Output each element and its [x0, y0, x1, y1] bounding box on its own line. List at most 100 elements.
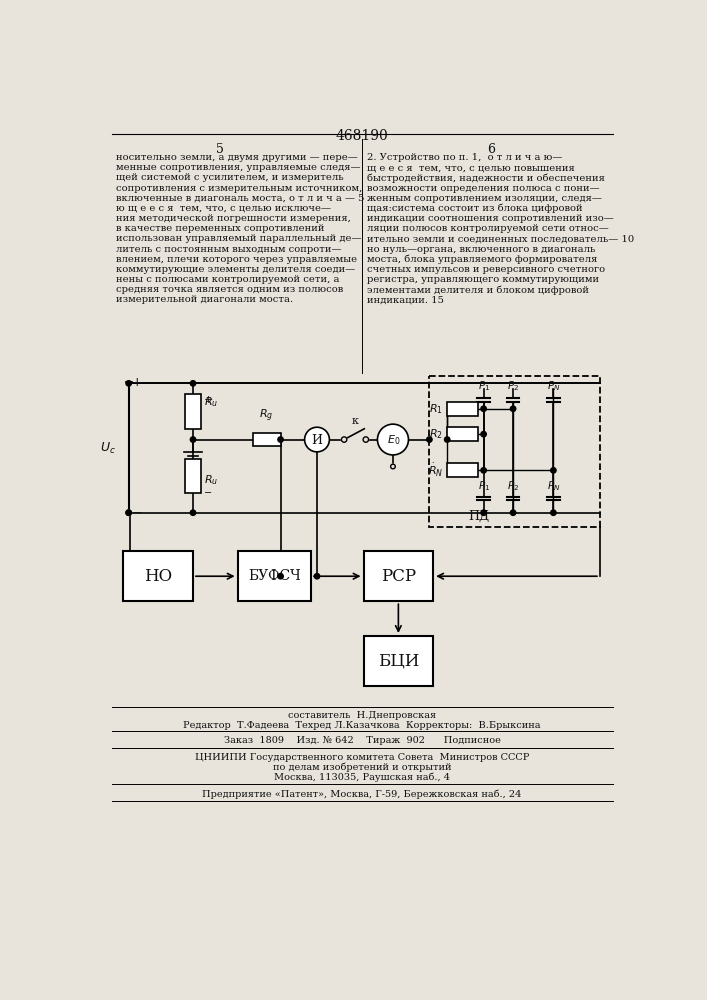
Text: $P_N$: $P_N$ — [547, 379, 560, 393]
Text: измерительной диагонали моста.: измерительной диагонали моста. — [116, 295, 293, 304]
Text: И: И — [312, 434, 322, 447]
Circle shape — [481, 468, 486, 473]
Circle shape — [315, 574, 320, 579]
Bar — [363, 636, 433, 686]
Circle shape — [445, 437, 450, 442]
Text: индикации соотношения сопротивлений изо—: индикации соотношения сопротивлений изо— — [368, 214, 614, 223]
Text: БЦИ: БЦИ — [378, 652, 419, 669]
Text: $P_2$: $P_2$ — [507, 480, 519, 493]
Text: литель с постоянным выходным сопроти—: литель с постоянным выходным сопроти— — [116, 245, 341, 254]
Circle shape — [126, 381, 132, 386]
Circle shape — [190, 381, 196, 386]
Text: элементами делителя и блоком цифровой: элементами делителя и блоком цифровой — [368, 285, 590, 295]
Text: $R_u$: $R_u$ — [204, 473, 218, 487]
Text: 2. Устройство по п. 1,  о т л и ч а ю—: 2. Устройство по п. 1, о т л и ч а ю— — [368, 153, 563, 162]
Bar — [123, 551, 193, 601]
Circle shape — [305, 427, 329, 452]
Text: $\dot{R}_N$: $\dot{R}_N$ — [428, 462, 443, 479]
Text: щ е е с я  тем, что, с целью повышения: щ е е с я тем, что, с целью повышения — [368, 163, 575, 172]
Circle shape — [378, 424, 409, 455]
Text: НО: НО — [144, 568, 173, 585]
Circle shape — [126, 510, 132, 515]
Bar — [185, 394, 201, 429]
Circle shape — [126, 510, 132, 515]
Text: ЦНИИПИ Государственного комитета Совета  Министров СССР: ЦНИИПИ Государственного комитета Совета … — [194, 753, 529, 762]
Bar — [238, 551, 311, 601]
Text: $P_1$: $P_1$ — [477, 480, 490, 493]
Text: Заказ  1809    Изд. № 642    Тираж  902      Подписное: Заказ 1809 Изд. № 642 Тираж 902 Подписно… — [223, 736, 501, 745]
Text: $R_u$: $R_u$ — [204, 395, 218, 409]
Circle shape — [551, 510, 556, 515]
Text: ляции полюсов контролируемой сети относ—: ляции полюсов контролируемой сети относ— — [368, 224, 609, 233]
Text: +: + — [132, 376, 142, 389]
Text: счетных импульсов и реверсивного счетного: счетных импульсов и реверсивного счетног… — [368, 265, 605, 274]
Text: БУФСЧ: БУФСЧ — [248, 569, 300, 583]
Text: Предприятие «Патент», Москва, Г-59, Бережковская наб., 24: Предприятие «Патент», Москва, Г-59, Бере… — [202, 789, 522, 799]
Text: регистра, управляющего коммутирующими: регистра, управляющего коммутирующими — [368, 275, 600, 284]
Text: быстродействия, надежности и обеспечения: быстродействия, надежности и обеспечения — [368, 173, 605, 183]
Circle shape — [363, 437, 368, 442]
Text: ния методической погрешности измерения,: ния методической погрешности измерения, — [116, 214, 351, 223]
Text: коммутирующие элементы делителя соеди—: коммутирующие элементы делителя соеди— — [116, 265, 356, 274]
Text: 5: 5 — [216, 143, 224, 156]
Text: нены с полюсами контролируемой сети, а: нены с полюсами контролируемой сети, а — [116, 275, 340, 284]
Bar — [185, 459, 201, 493]
Text: включенные в диагональ моста, о т л и ч а — 5: включенные в диагональ моста, о т л и ч … — [116, 194, 365, 203]
Circle shape — [278, 437, 284, 442]
Text: Москва, 113035, Раушская наб., 4: Москва, 113035, Раушская наб., 4 — [274, 773, 450, 782]
Circle shape — [510, 406, 516, 411]
Text: $U_c$: $U_c$ — [100, 440, 116, 456]
Text: возможности определения полюса с пони—: возможности определения полюса с пони— — [368, 184, 600, 193]
Text: 468190: 468190 — [336, 129, 388, 143]
Text: $P_2$: $P_2$ — [507, 379, 519, 393]
Text: но нуль—органа, включенного в диагональ: но нуль—органа, включенного в диагональ — [368, 245, 596, 254]
Text: щая:система состоит из блока цифровой: щая:система состоит из блока цифровой — [368, 204, 583, 213]
Text: ительно земли и соединенных последователь— 10: ительно земли и соединенных последовател… — [368, 234, 635, 243]
Text: $P_N$: $P_N$ — [547, 480, 560, 493]
Bar — [252, 433, 281, 446]
Text: −: − — [204, 488, 212, 498]
Bar — [363, 551, 433, 601]
Text: менные сопротивления, управляемые следя—: менные сопротивления, управляемые следя— — [116, 163, 361, 172]
Circle shape — [190, 437, 196, 442]
Text: −: − — [132, 507, 142, 520]
Text: в качестве переменных сопротивлений: в качестве переменных сопротивлений — [116, 224, 325, 233]
Text: $R_2$: $R_2$ — [429, 427, 443, 441]
Circle shape — [426, 437, 432, 442]
Text: 6: 6 — [487, 143, 496, 156]
Circle shape — [190, 510, 196, 515]
Circle shape — [481, 431, 486, 437]
Circle shape — [278, 574, 284, 579]
Circle shape — [551, 468, 556, 473]
Circle shape — [341, 437, 347, 442]
Text: сопротивления с измерительным источником,: сопротивления с измерительным источником… — [116, 184, 363, 193]
Text: +: + — [204, 395, 214, 405]
Circle shape — [510, 510, 516, 515]
Bar — [448, 427, 478, 441]
Text: индикации. 15: индикации. 15 — [368, 295, 445, 304]
Text: ю щ е е с я  тем, что, с целью исключе—: ю щ е е с я тем, что, с целью исключе— — [116, 204, 332, 213]
Text: к: к — [351, 416, 358, 426]
Text: щей системой с усилителем, и измеритель: щей системой с усилителем, и измеритель — [116, 173, 344, 182]
Text: женным сопротивлением изоляции, следя—: женным сопротивлением изоляции, следя— — [368, 194, 602, 203]
Text: средняя точка является одним из полюсов: средняя точка является одним из полюсов — [116, 285, 344, 294]
Text: РСР: РСР — [381, 568, 416, 585]
Circle shape — [481, 510, 486, 515]
Text: ПД: ПД — [468, 510, 489, 523]
Text: влением, плечи которого через управляемые: влением, плечи которого через управляемы… — [116, 255, 358, 264]
Text: $R_g$: $R_g$ — [259, 408, 274, 424]
Text: использован управляемый параллельный де—: использован управляемый параллельный де— — [116, 234, 362, 243]
Text: $E_0$: $E_0$ — [387, 433, 400, 447]
Text: моста, блока управляемого формирователя: моста, блока управляемого формирователя — [368, 255, 597, 264]
Bar — [448, 402, 478, 416]
Bar — [448, 463, 478, 477]
Text: по делам изобретений и открытий: по делам изобретений и открытий — [273, 763, 451, 772]
Text: составитель  Н.Днепровская: составитель Н.Днепровская — [288, 711, 436, 720]
Text: носительно земли, а двумя другими — пере—: носительно земли, а двумя другими — пере… — [116, 153, 358, 162]
Text: $P_1$: $P_1$ — [477, 379, 490, 393]
Text: Редактор  Т.Фадеева  Техред Л.Казачкова  Корректоры:  В.Брыксина: Редактор Т.Фадеева Техред Л.Казачкова Ко… — [183, 721, 541, 730]
Circle shape — [481, 406, 486, 411]
Text: $R_1$: $R_1$ — [429, 402, 443, 416]
Bar — [429, 376, 600, 527]
Circle shape — [391, 464, 395, 469]
